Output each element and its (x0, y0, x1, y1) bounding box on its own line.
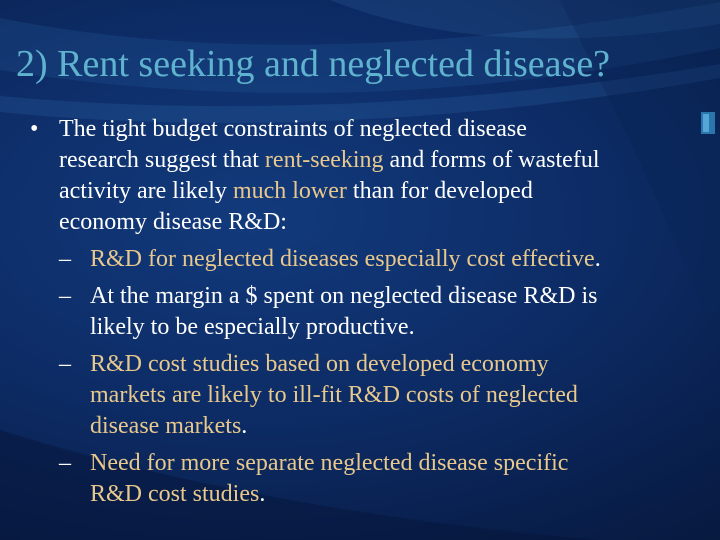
slide-body: • The tight budget constraints of neglec… (30, 114, 700, 510)
slide-title: 2) Rent seeking and neglected disease? (16, 43, 611, 85)
sub-bullet-line: R&D cost studies based on developed econ… (90, 351, 549, 377)
sub-bullet-line: disease markets. (90, 413, 248, 439)
bullet-marker: • (30, 116, 39, 142)
sub-bullet-line: likely to be especially productive. (90, 314, 415, 340)
sub-bullet-item: – Need for more separate neglected disea… (30, 448, 700, 510)
bullet-item: • The tight budget constraints of neglec… (30, 114, 700, 238)
dash-marker: – (59, 246, 71, 272)
bullet-line: activity are likely much lower than for … (59, 178, 533, 204)
sub-bullet-item: – At the margin a $ spent on neglected d… (30, 281, 700, 343)
sub-bullet-line: Need for more separate neglected disease… (90, 450, 569, 476)
sub-bullet-line: R&D cost studies. (90, 481, 266, 507)
sub-bullet-line: R&D for neglected diseases especially co… (90, 246, 601, 272)
dash-marker: – (59, 283, 71, 309)
bullet-line: The tight budget constraints of neglecte… (59, 116, 527, 142)
dash-marker: – (59, 351, 71, 377)
sub-bullet-item: – R&D cost studies based on developed ec… (30, 349, 700, 442)
bullet-line: economy disease R&D: (59, 209, 287, 235)
bullet-line: research suggest that rent-seeking and f… (59, 147, 600, 173)
sub-bullet-line: markets are likely to ill-fit R&D costs … (90, 382, 578, 408)
sub-bullet-line: At the margin a $ spent on neglected dis… (90, 283, 598, 309)
highlight-text: R&D for neglected diseases especially co… (90, 246, 595, 272)
dash-marker: – (59, 450, 71, 476)
highlight-text: much lower (232, 178, 347, 204)
highlight-text: rent-seeking (264, 147, 384, 173)
sub-bullet-item: – R&D for neglected diseases especially … (30, 244, 700, 275)
